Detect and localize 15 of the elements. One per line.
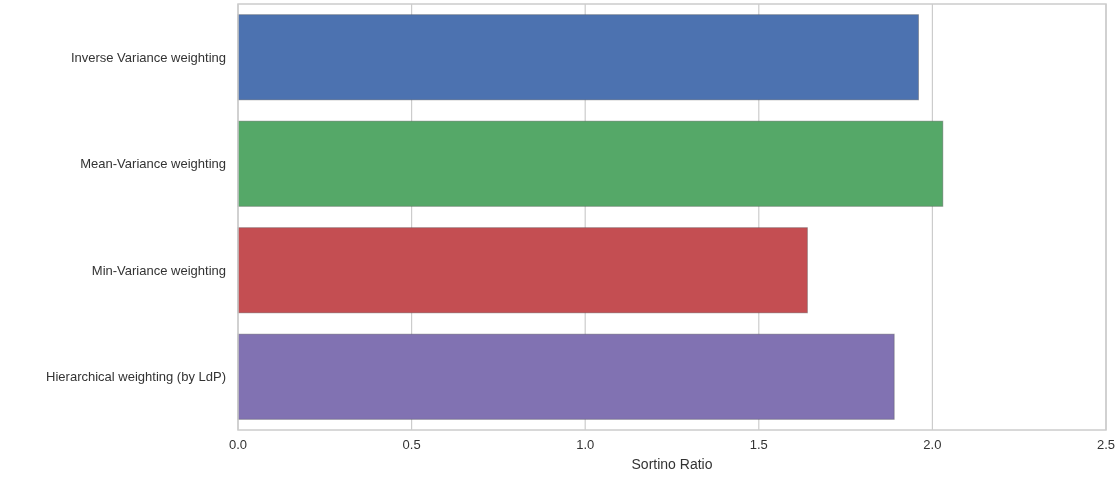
- y-tick-label: Mean-Variance weighting: [80, 156, 226, 172]
- y-tick-label: Inverse Variance weighting: [70, 49, 226, 65]
- bar: [237, 120, 944, 207]
- y-tick-label: Min-Variance weighting: [91, 262, 226, 278]
- x-tick-label: 1.5: [749, 437, 768, 452]
- bar: [237, 14, 920, 101]
- x-tick-label: 1.0: [576, 437, 595, 452]
- x-tick-label: 0.5: [402, 437, 421, 452]
- x-axis-title: Sortino Ratio: [631, 456, 713, 472]
- x-tick-label: 0.0: [228, 437, 248, 452]
- x-tick-label: 2.0: [923, 437, 942, 452]
- x-tick-label: 2.5: [1096, 437, 1116, 452]
- bar: [237, 333, 895, 420]
- y-tick-label: Hierarchical weighting (by LdP): [46, 369, 226, 385]
- bar: [237, 227, 808, 314]
